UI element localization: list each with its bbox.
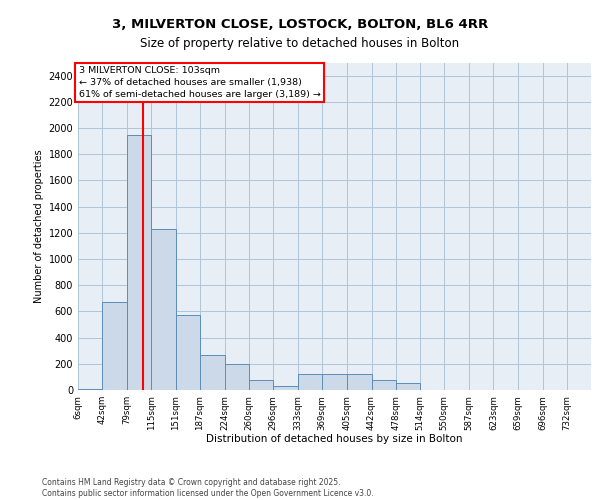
Bar: [396, 384, 420, 390]
Bar: [298, 374, 322, 390]
Bar: [249, 380, 273, 390]
Text: Size of property relative to detached houses in Bolton: Size of property relative to detached ho…: [140, 38, 460, 51]
Text: 3, MILVERTON CLOSE, LOSTOCK, BOLTON, BL6 4RR: 3, MILVERTON CLOSE, LOSTOCK, BOLTON, BL6…: [112, 18, 488, 30]
Text: 3 MILVERTON CLOSE: 103sqm
← 37% of detached houses are smaller (1,938)
61% of se: 3 MILVERTON CLOSE: 103sqm ← 37% of detac…: [79, 66, 320, 99]
Bar: [176, 316, 200, 390]
Bar: [273, 386, 298, 390]
Bar: [347, 374, 371, 390]
Y-axis label: Number of detached properties: Number of detached properties: [34, 150, 44, 303]
X-axis label: Distribution of detached houses by size in Bolton: Distribution of detached houses by size …: [206, 434, 463, 444]
Bar: [225, 364, 249, 390]
Bar: [127, 134, 151, 390]
Bar: [102, 302, 127, 390]
Bar: [200, 354, 225, 390]
Bar: [371, 380, 396, 390]
Bar: [322, 374, 347, 390]
Text: Contains HM Land Registry data © Crown copyright and database right 2025.
Contai: Contains HM Land Registry data © Crown c…: [42, 478, 374, 498]
Bar: [151, 229, 176, 390]
